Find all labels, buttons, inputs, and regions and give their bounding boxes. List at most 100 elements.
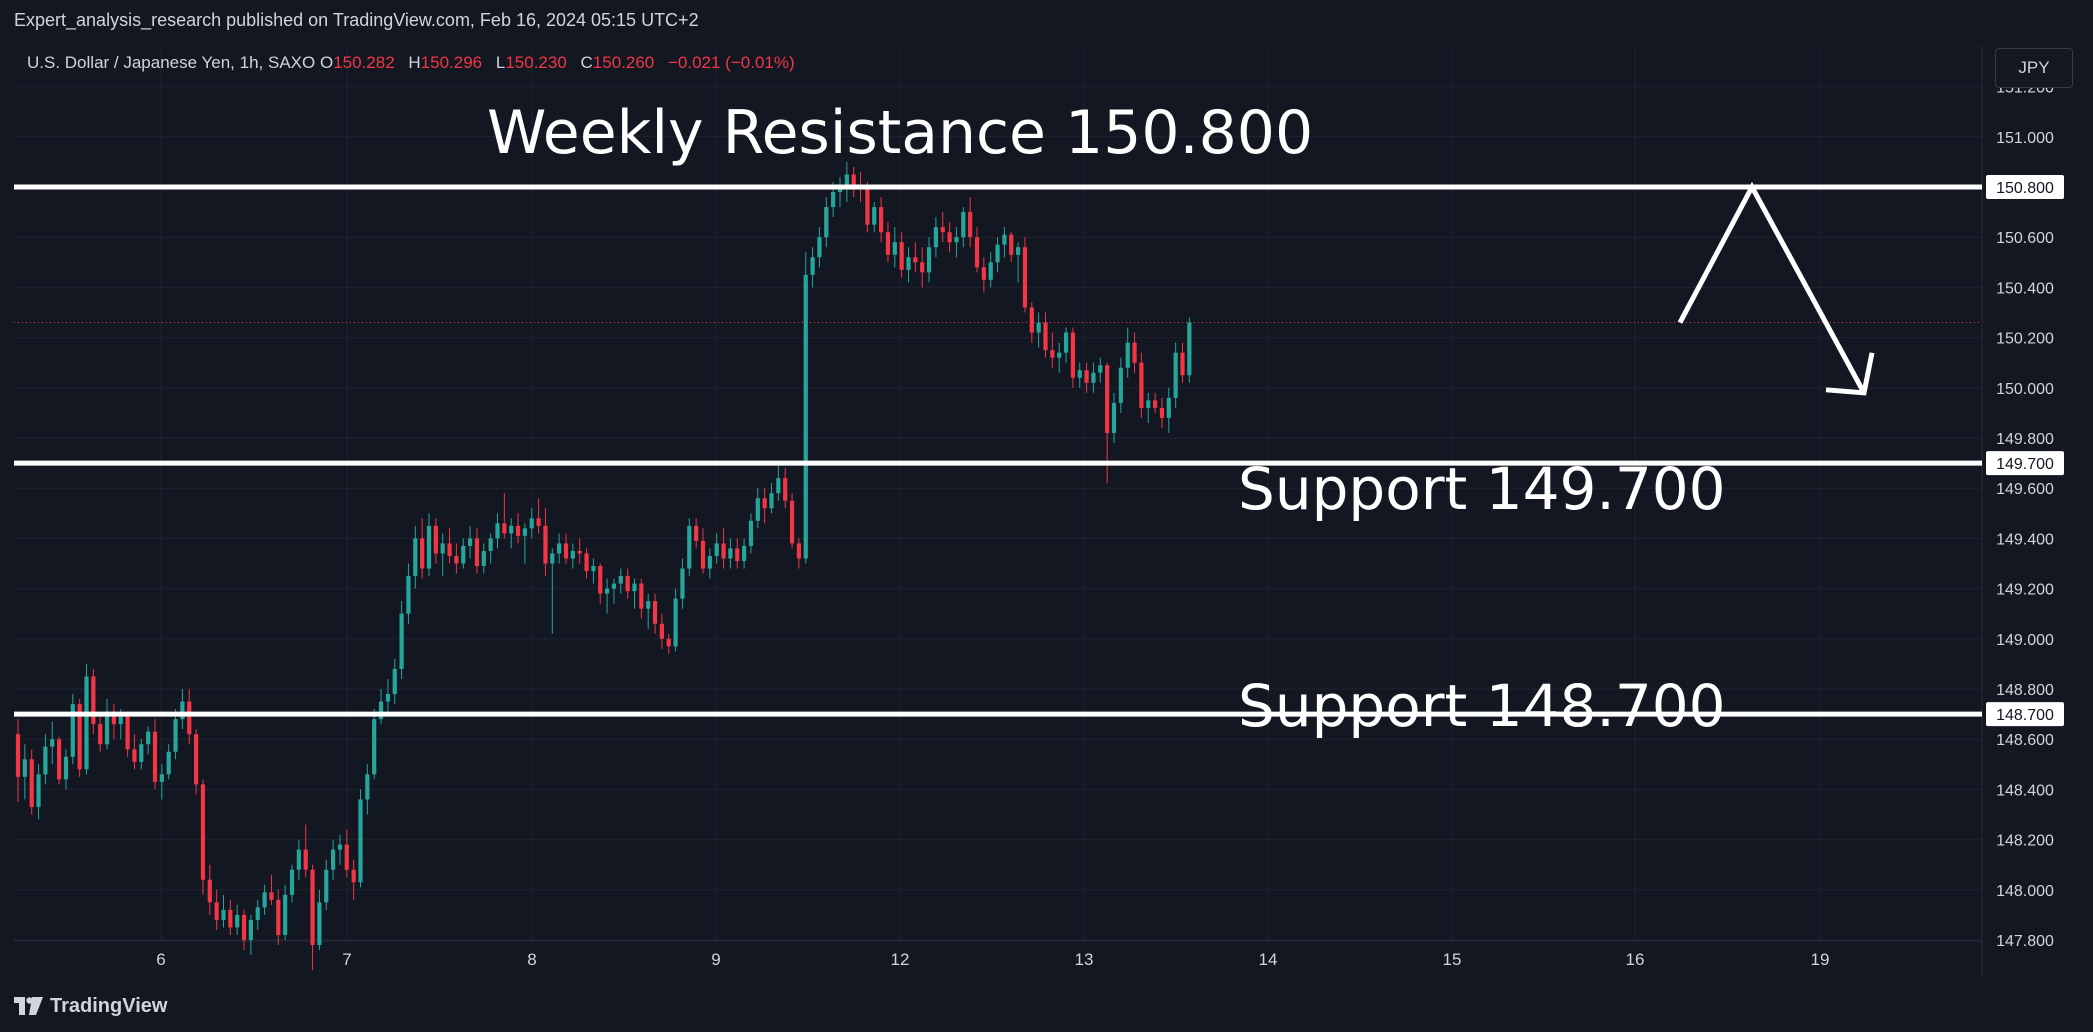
candle [1016, 242, 1021, 283]
candle [1173, 342, 1178, 408]
candle [1132, 332, 1137, 373]
candle-body [15, 734, 21, 777]
candle [1146, 392, 1151, 423]
candle-body [783, 478, 788, 501]
candle [378, 689, 384, 725]
candle [666, 633, 671, 654]
time-axis[interactable]: 6 7 8 9 12 13 14 15 16 19 [156, 950, 1829, 969]
candle-body [194, 734, 199, 785]
candle-body [509, 525, 514, 534]
candle-body [1016, 247, 1021, 255]
candle [91, 668, 96, 735]
candle [515, 513, 521, 544]
candle-body [70, 704, 75, 757]
candle [29, 749, 34, 815]
tradingview-logo[interactable]: TradingView [14, 994, 167, 1018]
candle-body [413, 538, 418, 577]
projection-arrow[interactable] [1677, 181, 1875, 396]
candle-body [961, 212, 966, 238]
candle-body [700, 540, 706, 569]
time-tick-label: 16 [1626, 950, 1645, 969]
candle-body [1159, 407, 1165, 418]
candle [194, 729, 199, 795]
candle [36, 764, 41, 820]
candle [173, 709, 178, 760]
candle-body [687, 525, 692, 569]
price-axis[interactable]: 151.200151.000150.600150.400150.200150.0… [1996, 80, 2054, 1001]
candle [454, 543, 459, 574]
candle-body [1057, 352, 1062, 358]
level-annotation: Support 149.700 [1238, 455, 1726, 523]
candle [920, 247, 925, 288]
candle-body [207, 879, 212, 903]
candle-body [63, 756, 69, 780]
candle-body [166, 751, 171, 775]
candle [50, 721, 55, 765]
candle [241, 909, 247, 951]
candle [783, 468, 788, 509]
candle [1057, 342, 1062, 373]
candle-body [974, 237, 980, 268]
candle [317, 889, 322, 951]
price-tick-label: 149.200 [1996, 582, 2054, 599]
candle-body [104, 711, 110, 745]
candle-body [351, 869, 356, 883]
price-tick-label: 151.000 [1996, 130, 2054, 147]
candle-body [694, 525, 699, 541]
candle-body [940, 227, 945, 233]
candle [837, 176, 843, 208]
candle [433, 518, 438, 564]
candle [495, 513, 500, 549]
candle-body [228, 909, 233, 928]
candle [104, 699, 110, 750]
candle [214, 889, 219, 930]
candle-body [611, 583, 617, 589]
currency-button[interactable]: JPY [1995, 48, 2073, 88]
candle [742, 538, 747, 569]
candle-body [591, 566, 596, 572]
candle-body [159, 774, 164, 782]
candle [1029, 302, 1034, 343]
candle-body [255, 907, 260, 920]
open-label: O [319, 53, 334, 72]
candle [981, 257, 986, 293]
candle-body [1118, 367, 1123, 403]
level-price-tag [1986, 451, 2064, 476]
candle-body [440, 543, 445, 554]
candle-body [570, 550, 575, 559]
candle-body [221, 909, 226, 920]
candle [926, 237, 932, 283]
candle [77, 699, 82, 777]
candle [789, 493, 795, 549]
candle [824, 197, 829, 248]
candle-body [1111, 402, 1117, 433]
candle [598, 563, 603, 604]
candle [735, 538, 740, 569]
candle [1043, 312, 1048, 358]
candle-body [187, 701, 192, 735]
projection-arrowhead [1825, 352, 1875, 396]
horizontal-levels[interactable]: 150.800 149.700 148.700 [14, 175, 2064, 727]
candle [159, 764, 164, 800]
projection-path[interactable] [1677, 181, 1867, 395]
candle-body [529, 518, 534, 529]
time-tick-label: 6 [156, 950, 165, 969]
candle-body [248, 919, 253, 940]
candle [22, 744, 27, 800]
candle [817, 227, 822, 268]
candle [872, 202, 877, 233]
candle [1153, 392, 1158, 413]
candle-body [50, 739, 55, 747]
tradingview-brand: TradingView [50, 994, 168, 1017]
candle-body [84, 676, 89, 770]
price-tick-label: 148.600 [1996, 732, 2054, 749]
candle [413, 525, 418, 589]
candle-body [968, 212, 973, 238]
level-annotation: Weekly Resistance 150.800 [487, 98, 1313, 168]
candle-body [1173, 352, 1178, 398]
candle-body [680, 568, 685, 599]
candle [940, 212, 945, 243]
candle-body [728, 548, 733, 559]
candle [632, 578, 637, 609]
